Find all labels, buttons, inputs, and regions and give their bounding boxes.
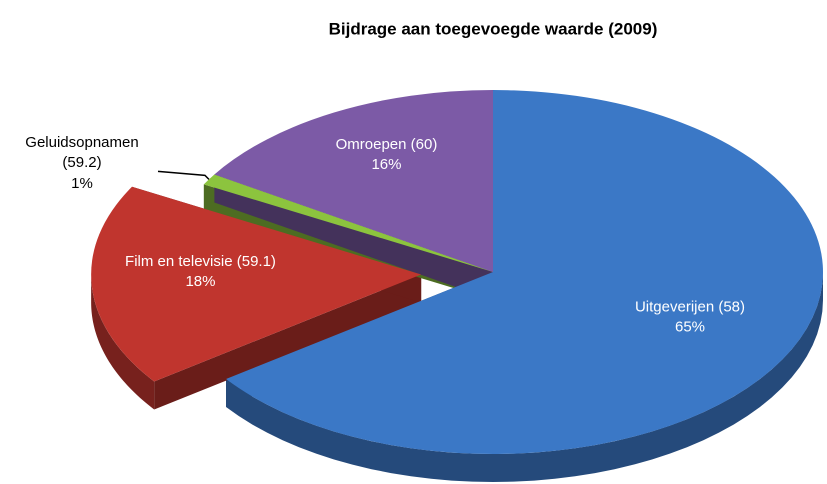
category-label: Film en televisie (59.1) xyxy=(125,253,276,270)
category-label: Uitgeverijen (58) xyxy=(635,298,745,315)
category-label: Geluidsopnamen (59.2) xyxy=(25,134,138,171)
slice-side xyxy=(91,274,155,410)
category-label-line: Geluidsopnamen xyxy=(25,134,138,151)
slice-tops xyxy=(91,90,824,454)
data-label: Film en televisie (59.1) 18% xyxy=(125,253,276,290)
data-label: Uitgeverijen (58) 65% xyxy=(635,298,745,335)
slice xyxy=(91,186,422,382)
slice xyxy=(214,90,494,272)
value-label: 65% xyxy=(675,318,705,335)
category-label-line: (59.2) xyxy=(62,154,101,171)
value-label: 1% xyxy=(71,175,93,192)
chart-title: Bijdrage aan toegevoegde waarde (2009) xyxy=(329,19,658,38)
data-label: Geluidsopnamen (59.2) 1% xyxy=(25,134,210,192)
slice xyxy=(226,90,824,454)
slice-side xyxy=(226,272,823,482)
data-label: Omroepen (60) 16% xyxy=(336,136,438,173)
slice-edge xyxy=(154,274,422,410)
slice xyxy=(203,174,494,272)
value-label: 18% xyxy=(185,273,215,290)
value-label: 16% xyxy=(371,156,401,173)
leader-line xyxy=(157,170,210,180)
category-label: Omroepen (60) xyxy=(336,136,438,153)
